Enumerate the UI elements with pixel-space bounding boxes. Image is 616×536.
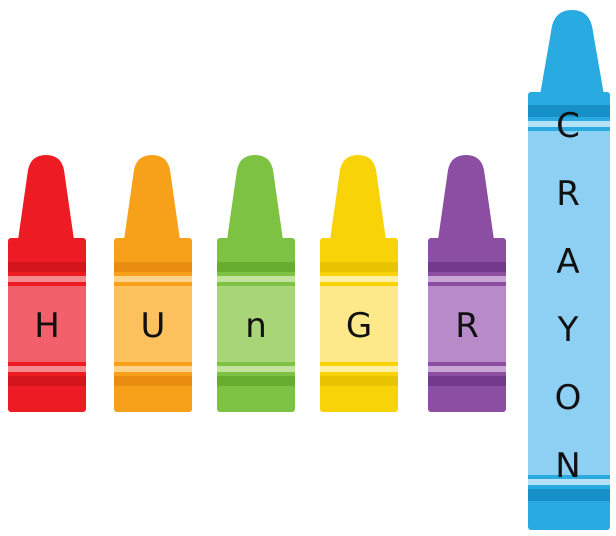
crayon-stripe: [428, 376, 506, 386]
crayon-stripe: [320, 276, 398, 282]
crayon-label: [320, 286, 398, 362]
crayon-label: [428, 286, 506, 362]
crayon-stripe: [217, 366, 295, 372]
crayon-stripe: [428, 276, 506, 282]
crayon-tip: [227, 155, 283, 240]
crayon-tip: [540, 10, 604, 95]
small-crayons-group: H U n: [8, 155, 506, 412]
crayon-tip: [330, 155, 386, 240]
crayon-u: U: [114, 155, 192, 412]
crayon-h: H: [8, 155, 86, 412]
crayon-stripe: [217, 276, 295, 282]
crayon-r: R: [428, 155, 506, 412]
crayon-stripe: [428, 366, 506, 372]
crayon-stripe: [8, 366, 86, 372]
crayon-stripe: [528, 105, 610, 117]
crayon-stripe: [320, 262, 398, 272]
crayon-tip: [438, 155, 494, 240]
crayon-label: [528, 131, 610, 475]
crayon-letter: Y: [557, 310, 579, 350]
crayon-letter: G: [346, 306, 372, 346]
crayon-stripe: [217, 376, 295, 386]
crayon-letter: O: [555, 378, 582, 418]
crayon-label: [114, 286, 192, 362]
crayon-stripe: [114, 376, 192, 386]
crayon-stripe: [8, 262, 86, 272]
crayon-tip: [18, 155, 74, 240]
crayon-tip: [124, 155, 180, 240]
crayon-stripe: [320, 366, 398, 372]
crayon-letter: U: [141, 306, 166, 346]
crayon-letter: R: [455, 306, 479, 346]
crayon-stripe: [528, 121, 610, 127]
crayon-stripe: [217, 262, 295, 272]
crayon-letter: H: [34, 306, 60, 346]
crayon-stripe: [320, 376, 398, 386]
crayon-stripe: [528, 489, 610, 501]
crayon-n: n: [217, 155, 295, 412]
crayon-letter: A: [556, 242, 579, 282]
crayon-label: [8, 286, 86, 362]
crayon-letter: R: [556, 174, 580, 214]
crayon-big: C R A Y O N: [528, 10, 610, 530]
crayon-label: [217, 286, 295, 362]
crayon-stripe: [114, 262, 192, 272]
crayon-stripe: [428, 262, 506, 272]
crayon-letter: n: [245, 306, 267, 346]
crayon-stripe: [114, 276, 192, 282]
crayon-stripe: [8, 276, 86, 282]
crayon-stripe: [114, 366, 192, 372]
crayon-g: G: [320, 155, 398, 412]
crayon-letter: N: [555, 446, 580, 486]
crayon-stripe: [528, 479, 610, 485]
crayon-stripe: [8, 376, 86, 386]
crayon-letter: C: [556, 106, 580, 146]
